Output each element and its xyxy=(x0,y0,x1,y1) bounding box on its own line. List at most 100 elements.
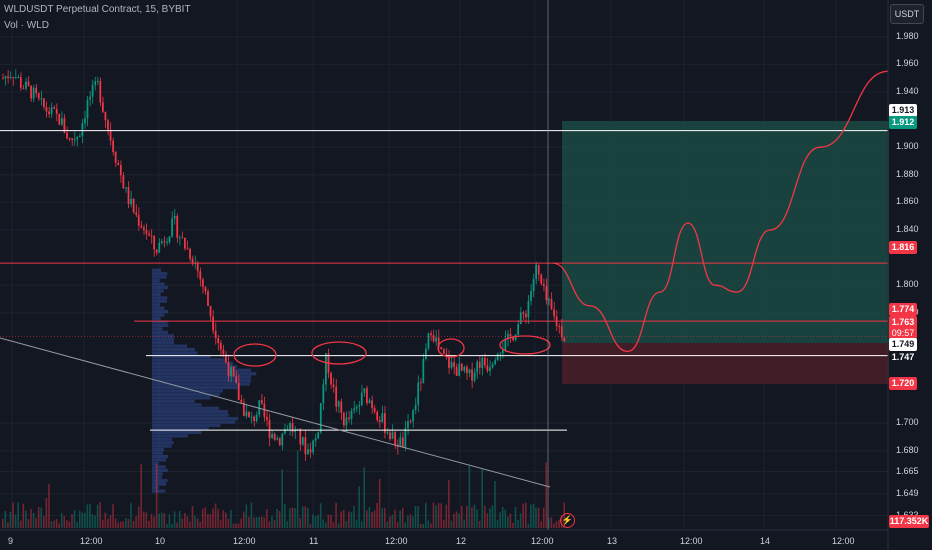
candle-body xyxy=(127,187,130,205)
candle-body xyxy=(430,333,432,336)
candle-body xyxy=(40,98,43,100)
volume-bar xyxy=(78,510,81,528)
volume-bar xyxy=(219,520,222,528)
candle-body xyxy=(135,212,138,215)
volume-profile-bar xyxy=(152,482,167,486)
candle-body xyxy=(76,137,79,140)
candle-body xyxy=(340,401,343,413)
volume-profile-bar xyxy=(152,379,251,383)
candle-body xyxy=(483,357,486,366)
candle-body xyxy=(9,77,12,79)
volume-bar xyxy=(107,518,109,528)
volume-profile-bar xyxy=(152,351,198,355)
volume-bar xyxy=(166,523,168,528)
volume-bar xyxy=(463,519,466,528)
candle-body xyxy=(481,357,484,369)
volume-bar xyxy=(489,508,491,528)
price-tick-label: 1.800 xyxy=(896,279,919,290)
drawing-lines xyxy=(0,130,888,488)
volume-bar xyxy=(517,520,519,528)
volume-bar xyxy=(127,518,130,528)
candle-body xyxy=(176,215,179,238)
volume-bar xyxy=(468,465,471,528)
volume-bar xyxy=(89,503,91,528)
volume-bar xyxy=(348,511,350,528)
candle-body xyxy=(119,165,122,176)
volume-bar xyxy=(448,480,450,528)
volume-bar xyxy=(278,511,281,528)
volume-bar xyxy=(17,502,19,528)
volume-bar xyxy=(271,516,273,528)
candle-body xyxy=(419,382,422,384)
currency-button[interactable]: USDT xyxy=(890,4,924,24)
volume-bar xyxy=(43,516,45,528)
candle-body xyxy=(109,129,112,141)
volume-bar xyxy=(91,514,94,528)
volume-bar xyxy=(307,507,309,528)
price-tag-1816: 1.816 xyxy=(889,241,917,254)
volume-bar xyxy=(81,512,84,528)
volume-bar xyxy=(312,514,314,528)
volume-bar xyxy=(545,462,548,528)
volume-profile-bar xyxy=(152,454,169,459)
candle-body xyxy=(212,316,214,331)
volume-bar xyxy=(389,516,391,528)
volume-bar xyxy=(37,507,40,528)
volume-bar xyxy=(555,521,558,528)
volume-bar xyxy=(499,512,501,528)
candle-body xyxy=(491,364,494,368)
volume-profile-bar xyxy=(152,344,188,348)
volume-bar xyxy=(150,514,153,528)
candle-body xyxy=(463,366,466,371)
volume-bar xyxy=(340,511,342,528)
volume-bar xyxy=(235,523,237,528)
time-tick-label: 12:00 xyxy=(385,536,408,546)
volume-bar xyxy=(355,520,358,528)
candle-body xyxy=(186,248,189,250)
volume-bar xyxy=(442,520,445,528)
volume-bar xyxy=(430,523,432,528)
candle-body xyxy=(163,241,166,243)
candle-body xyxy=(353,408,355,411)
candle-body xyxy=(450,362,453,368)
price-tick-label: 1.680 xyxy=(896,444,919,455)
volume-bar xyxy=(327,514,330,528)
volume-profile-bar xyxy=(152,416,239,421)
candle-body xyxy=(425,348,427,359)
volume-profile-bar xyxy=(152,403,202,407)
volume-profile-bar xyxy=(152,337,174,341)
volume-bar xyxy=(322,519,325,528)
volume-bar xyxy=(553,523,555,528)
candle-body xyxy=(427,333,430,349)
price-tick-label: 1.880 xyxy=(896,168,919,179)
volume-bar xyxy=(491,505,494,528)
candle-body xyxy=(145,230,148,234)
time-tick-label: 9 xyxy=(8,536,14,546)
volume-bar xyxy=(319,503,322,528)
volume-bar xyxy=(112,504,114,528)
volume-bar xyxy=(22,503,25,528)
time-tick-label: 10 xyxy=(155,536,166,546)
volume-bar xyxy=(371,512,373,528)
candle-body xyxy=(563,337,566,342)
volume-bar xyxy=(407,515,409,528)
volume-bar xyxy=(291,507,294,528)
volume-profile-bar xyxy=(152,375,252,379)
volume-bar xyxy=(466,506,468,528)
candle-body xyxy=(255,414,258,422)
candle-body xyxy=(296,428,299,430)
candle-body xyxy=(258,400,261,415)
volume-bar xyxy=(289,508,291,528)
lightning-icon[interactable]: ⚡ xyxy=(560,513,575,528)
volume-bar xyxy=(25,510,27,528)
price-tick-label: 1.900 xyxy=(896,141,919,152)
volume-bar xyxy=(14,514,17,528)
candle-body xyxy=(45,107,48,112)
candle-body xyxy=(78,135,81,138)
volume-bar xyxy=(337,523,340,528)
volume-bar xyxy=(363,467,366,528)
volume-bar xyxy=(325,522,327,528)
candle-body xyxy=(140,225,143,228)
candle-body xyxy=(166,241,168,243)
